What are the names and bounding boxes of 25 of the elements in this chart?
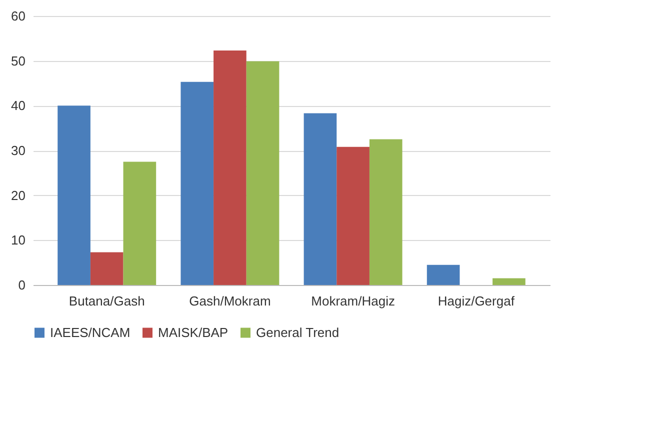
bar (214, 50, 246, 285)
bar (304, 113, 337, 285)
bar (58, 106, 90, 285)
y-tick-label: 0 (18, 278, 26, 292)
y-tick-label: 50 (11, 53, 26, 68)
y-tick-label: 30 (11, 143, 26, 158)
bar (336, 146, 370, 285)
legend-label: MAISK/BAP (158, 324, 228, 340)
legend-label: General Trend (256, 324, 340, 340)
legend-label: IAEES/NCAM (50, 324, 130, 340)
y-tick-label: 60 (11, 8, 26, 24)
x-tick-label: Mokram/Hagiz (311, 294, 395, 308)
bar (492, 278, 526, 285)
bar (369, 139, 402, 285)
y-tick-label: 20 (11, 188, 26, 203)
bar (90, 252, 124, 285)
bar (426, 264, 460, 285)
x-tick-label: Butana/Gash (68, 294, 145, 308)
x-tick-label: Hagiz/Gergaf (438, 294, 515, 308)
bar (246, 61, 280, 285)
y-tick-label: 40 (11, 98, 26, 114)
bar (180, 82, 214, 285)
y-tick-label: 10 (11, 232, 26, 248)
bar (123, 162, 156, 285)
x-tick-label: Gash/Mokram (189, 294, 271, 308)
